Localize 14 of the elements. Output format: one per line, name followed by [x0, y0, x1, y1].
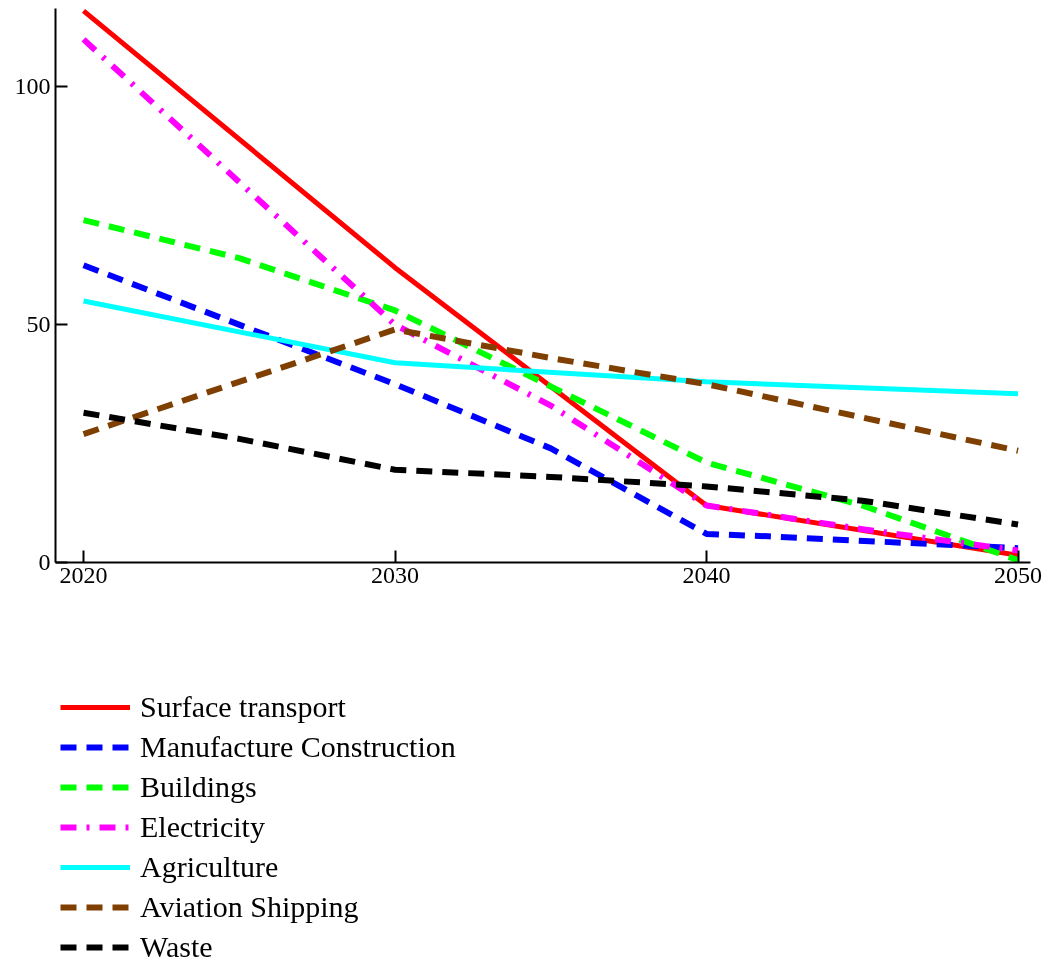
legend-label: Buildings	[140, 770, 257, 804]
legend-label: Aviation Shipping	[140, 890, 359, 924]
x-tick-label: 2030	[371, 561, 420, 588]
x-tick-label: 2050	[994, 561, 1043, 588]
y-tick-label: 50	[26, 311, 51, 338]
y-tick-label: 0	[38, 549, 51, 575]
y-tick-label: 100	[14, 73, 51, 100]
x-tick-label: 2020	[59, 561, 108, 588]
x-tick-label: 2040	[682, 561, 731, 588]
legend-label: Agriculture	[140, 850, 279, 884]
legend-label: Manufacture Construction	[140, 730, 456, 764]
legend-label: Waste	[140, 930, 213, 964]
legend-label: Electricity	[140, 810, 265, 844]
legend-label: Surface transport	[140, 690, 346, 724]
